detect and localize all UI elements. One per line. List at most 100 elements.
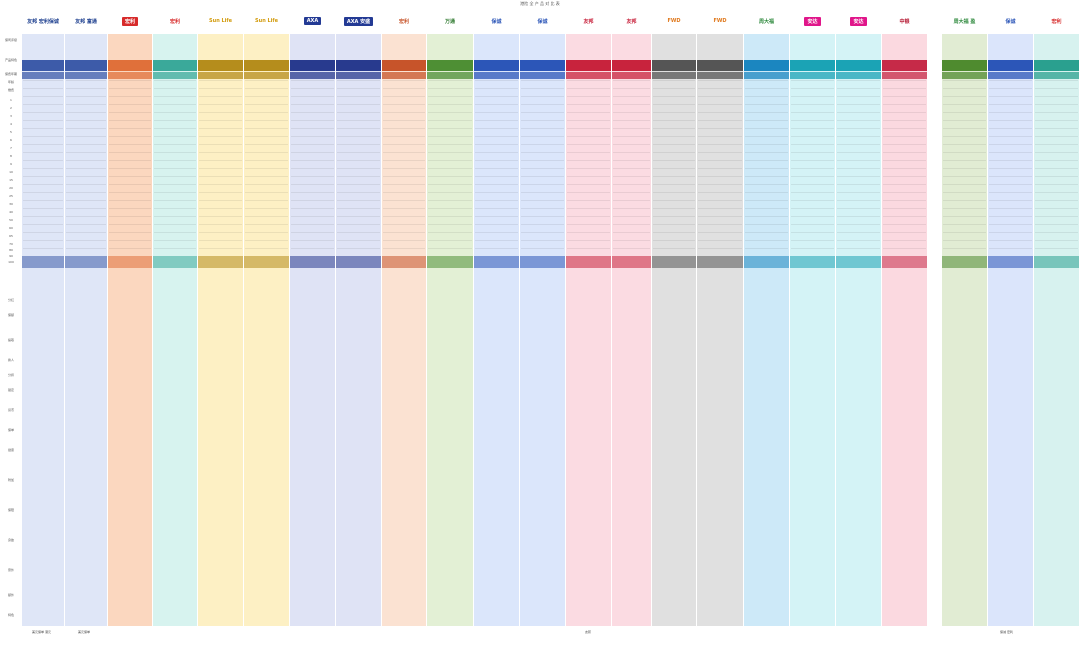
company-column: 宏利 <box>382 8 426 632</box>
grid-line <box>521 80 564 81</box>
row-label: 特色 <box>7 613 14 617</box>
grid-line <box>943 160 986 161</box>
grid-line <box>428 232 472 233</box>
grid-line <box>23 232 63 233</box>
grid-line <box>791 112 834 113</box>
grid-line <box>745 232 788 233</box>
grid-line <box>698 208 742 209</box>
grid-line <box>291 120 334 121</box>
grid-line <box>943 88 986 89</box>
company-logo: 中银 <box>882 8 927 34</box>
grid-line <box>109 192 151 193</box>
grid-line <box>1035 176 1078 177</box>
company-logo: 保诚 <box>520 8 565 34</box>
grid-line <box>653 104 695 105</box>
grid-line <box>109 184 151 185</box>
grid-line <box>698 80 742 81</box>
grid-line <box>475 104 518 105</box>
grid-line <box>521 120 564 121</box>
grid-line <box>154 224 196 225</box>
header-band <box>744 60 789 71</box>
section-separator <box>988 256 1033 268</box>
company-column: AXA <box>290 8 335 632</box>
grid-line <box>428 248 472 249</box>
grid-line <box>567 248 610 249</box>
company-name: FWD <box>713 18 727 24</box>
grid-line <box>791 184 834 185</box>
grid-line <box>1035 112 1078 113</box>
subheader-band <box>612 72 651 79</box>
grid-line <box>428 152 472 153</box>
company-logo: 安达 <box>790 8 835 34</box>
subheader-band <box>1034 72 1079 79</box>
grid-line <box>109 152 151 153</box>
grid-line <box>613 144 650 145</box>
company-column: 友邦 <box>566 8 611 632</box>
grid-line <box>791 240 834 241</box>
row-label: 4 <box>10 122 12 126</box>
grid-line <box>521 144 564 145</box>
grid-line <box>745 184 788 185</box>
grid-line <box>521 224 564 225</box>
grid-line <box>521 128 564 129</box>
grid-line <box>66 96 106 97</box>
grid-line <box>653 80 695 81</box>
grid-line <box>109 240 151 241</box>
header-band <box>65 60 107 71</box>
grid-line <box>383 152 425 153</box>
grid-line <box>883 104 926 105</box>
grid-line <box>613 232 650 233</box>
grid-line <box>199 104 242 105</box>
grid-line <box>837 184 880 185</box>
grid-line <box>989 144 1032 145</box>
company-column: 安达 <box>836 8 881 632</box>
grid-line <box>943 200 986 201</box>
grid-line <box>837 248 880 249</box>
grid-line <box>337 88 380 89</box>
grid-line <box>567 224 610 225</box>
section-separator <box>697 256 743 268</box>
grid-line <box>943 144 986 145</box>
grid-line <box>989 240 1032 241</box>
grid-line <box>291 224 334 225</box>
row-label: 60 <box>9 226 13 230</box>
grid-line <box>291 184 334 185</box>
grid-line <box>428 176 472 177</box>
grid-line <box>883 176 926 177</box>
grid-line <box>66 248 106 249</box>
grid-line <box>337 120 380 121</box>
subheader-band <box>290 72 335 79</box>
grid-line <box>337 240 380 241</box>
company-column: Sun Life <box>198 8 243 632</box>
grid-line <box>698 152 742 153</box>
grid-line <box>154 144 196 145</box>
grid-line <box>745 112 788 113</box>
comparison-sheet: 保司评级 产品特色 保费年期 年龄 缴费 1 2 3 4 5 6 7 8 9 10 15 20 25 30 40 50 6… <box>0 8 1080 652</box>
grid-line <box>291 160 334 161</box>
grid-line <box>989 200 1032 201</box>
company-column: 周大福 <box>744 8 789 632</box>
grid-line <box>653 176 695 177</box>
grid-line <box>698 232 742 233</box>
grid-line <box>291 96 334 97</box>
section-separator <box>427 256 473 268</box>
company-column: 安达 <box>790 8 835 632</box>
company-logo: 安达 <box>836 8 881 34</box>
grid-line <box>337 152 380 153</box>
grid-line <box>1035 88 1078 89</box>
grid-line <box>337 232 380 233</box>
grid-line <box>567 104 610 105</box>
grid-line <box>989 96 1032 97</box>
header-band <box>612 60 651 71</box>
subheader-band <box>65 72 107 79</box>
grid-line <box>291 208 334 209</box>
grid-line <box>791 248 834 249</box>
header-band <box>474 60 519 71</box>
company-column: 友邦 <box>612 8 651 632</box>
grid-line <box>521 232 564 233</box>
grid-line <box>475 248 518 249</box>
grid-line <box>613 96 650 97</box>
grid-line <box>653 192 695 193</box>
grid-line <box>154 128 196 129</box>
grid-line <box>245 168 288 169</box>
